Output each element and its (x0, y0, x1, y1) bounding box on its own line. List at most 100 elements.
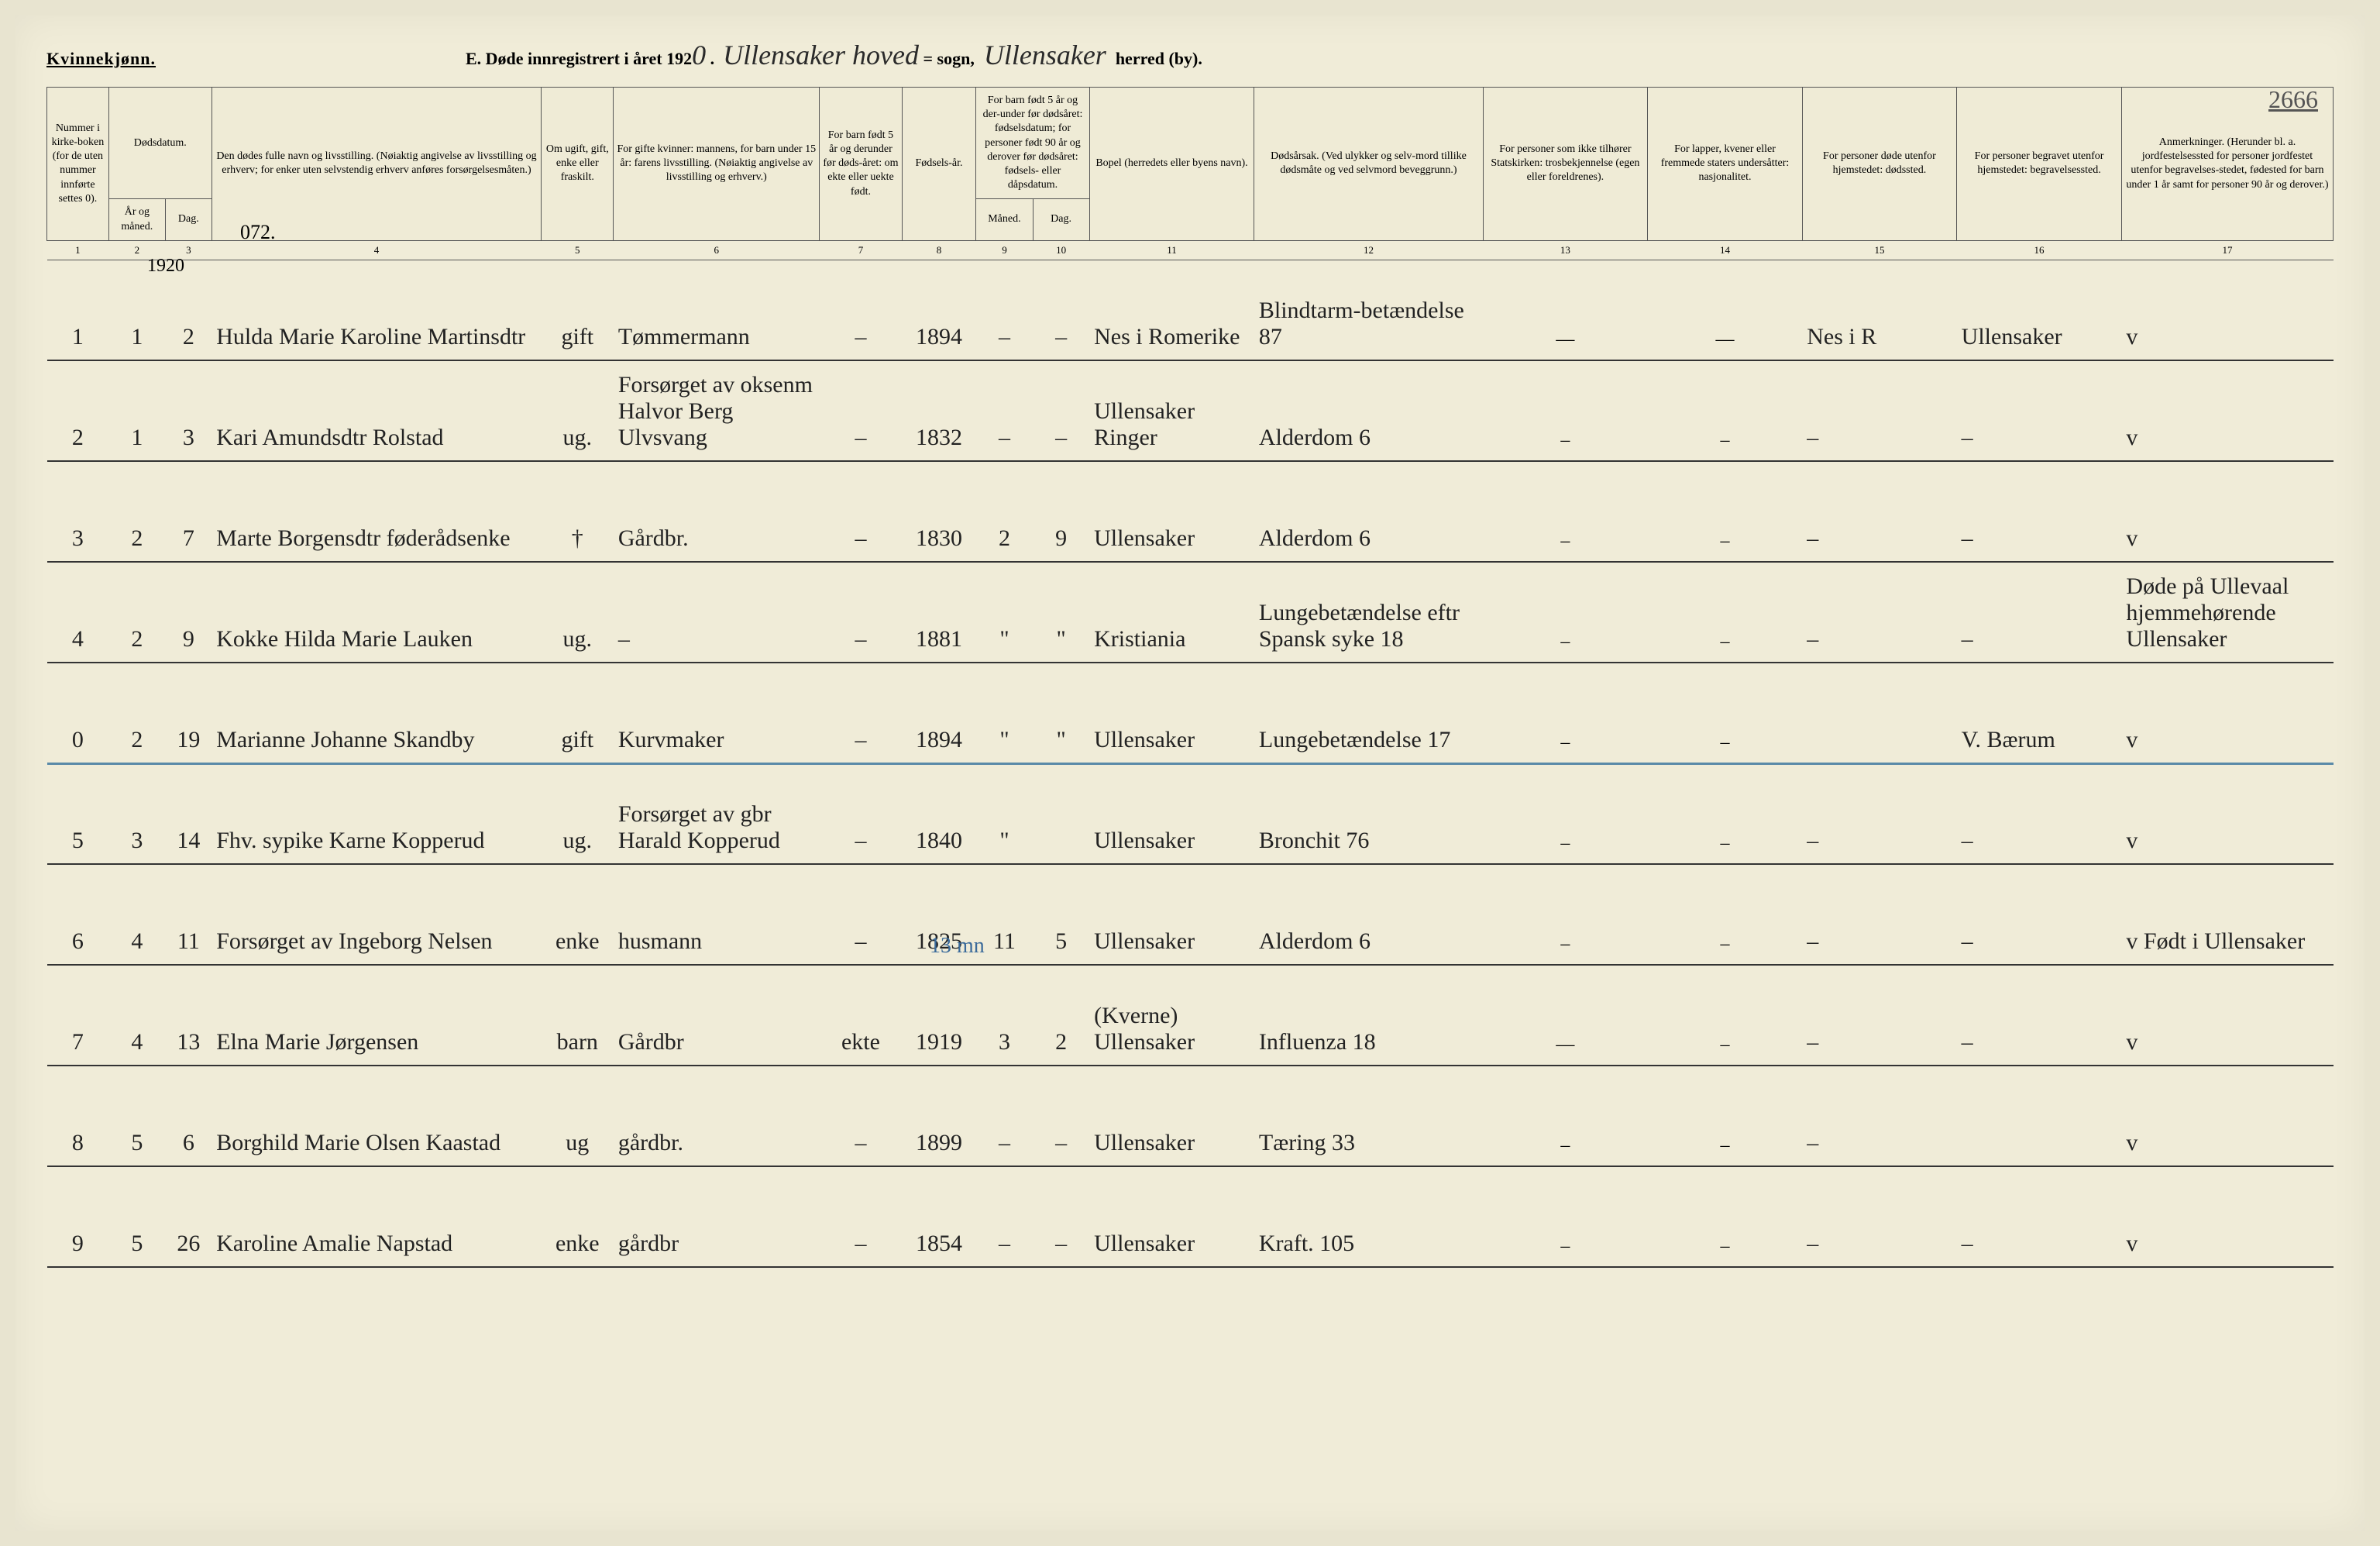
cell: 6 (47, 864, 109, 965)
cell: enke (542, 864, 614, 965)
col-14: For lapper, kvener eller fremmede stater… (1648, 88, 1802, 241)
col-2: År og måned. (108, 199, 165, 240)
cell: – (1483, 562, 1648, 663)
cell: – (1648, 461, 1802, 562)
cell: – (976, 360, 1033, 461)
cell: Tæring 33 (1254, 1066, 1483, 1166)
death-register-table: Nummer i kirke-boken (for de uten nummer… (46, 87, 2334, 1268)
cell: – (1483, 461, 1648, 562)
column-numbers-row: 1234567891011121314151617 (47, 240, 2334, 260)
table-row: 327Marte Borgensdtr føderådsenke†Gårdbr.… (47, 461, 2334, 562)
cell: Hulda Marie Karoline Martinsdtr (212, 260, 542, 360)
table-row: 112Hulda Marie Karoline MartinsdtrgiftTø… (47, 260, 2334, 360)
cell: 0 (47, 663, 109, 763)
cell: V. Bærum (1957, 663, 2122, 763)
cell: Ullensaker (1089, 864, 1254, 965)
cell: gårdbr. (614, 1066, 820, 1166)
cell: — (1483, 260, 1648, 360)
cell (1033, 763, 1089, 864)
column-number: 17 (2121, 240, 2333, 260)
cell: Blindtarm-betændelse 87 (1254, 260, 1483, 360)
cell: – (1483, 663, 1648, 763)
table-row: 5314Fhv. sypike Karne Kopperudug.Forsørg… (47, 763, 2334, 864)
cell: – (1802, 965, 1956, 1066)
cell: ekte (820, 965, 902, 1066)
cell: Alderdom 6 (1254, 864, 1483, 965)
cell: 2 (108, 461, 165, 562)
cell: barn (542, 965, 614, 1066)
cell: Ullensaker (1089, 461, 1254, 562)
cell: ug. (542, 562, 614, 663)
cell: Nes i R (1802, 260, 1956, 360)
cell: Ullensaker (1089, 1166, 1254, 1267)
column-number: 8 (902, 240, 976, 260)
cell: – (1483, 360, 1648, 461)
column-number: 6 (614, 240, 820, 260)
cell: v (2121, 360, 2333, 461)
cell: – (1802, 1166, 1956, 1267)
cell: 5 (108, 1066, 165, 1166)
cell: ug. (542, 360, 614, 461)
year-digit: 0 (692, 39, 706, 71)
cell: v (2121, 260, 2333, 360)
cell: – (976, 1166, 1033, 1267)
district-name: Ullensaker (984, 39, 1106, 71)
cell: – (1648, 562, 1802, 663)
cell: – (976, 1066, 1033, 1166)
table-row: 7413Elna Marie JørgensenbarnGårdbrekte19… (47, 965, 2334, 1066)
table-header: Nummer i kirke-boken (for de uten nummer… (47, 88, 2334, 241)
cell: 3 (47, 461, 109, 562)
table-row: 856Borghild Marie Olsen Kaastaduggårdbr.… (47, 1066, 2334, 1166)
cell: v (2121, 1066, 2333, 1166)
cell: 5 (1033, 864, 1089, 965)
cell: 5 (108, 1166, 165, 1267)
cell: Borghild Marie Olsen Kaastad (212, 1066, 542, 1166)
cell: 2 (108, 562, 165, 663)
column-number: 11 (1089, 240, 1254, 260)
table-body: 1234567891011121314151617 112Hulda Marie… (47, 240, 2334, 1267)
cell: " (1033, 562, 1089, 663)
cell: – (1802, 1066, 1956, 1166)
col-3: Dag. (165, 199, 212, 240)
table-row: 0219Marianne Johanne SkandbygiftKurvmake… (47, 663, 2334, 763)
cell: – (820, 763, 902, 864)
cell: – (1033, 260, 1089, 360)
cell: Alderdom 6 (1254, 360, 1483, 461)
cell: 2 (108, 663, 165, 763)
cell: Kraft. 105 (1254, 1166, 1483, 1267)
cell: Forsørget av gbr Harald Kopperud (614, 763, 820, 864)
cell: Karoline Amalie Napstad (212, 1166, 542, 1267)
cell: " (976, 763, 1033, 864)
col-8: Fødsels-år. (902, 88, 976, 241)
col-5: Om ugift, gift, enke eller fraskilt. (542, 88, 614, 241)
cell: 11 (976, 864, 1033, 965)
cell: – (1648, 965, 1802, 1066)
cell: 1881 (902, 562, 976, 663)
col-9: Måned. (976, 199, 1033, 240)
cell: Kokke Hilda Marie Lauken (212, 562, 542, 663)
cell: Ullensaker (1089, 1066, 1254, 1166)
cell: – (820, 1066, 902, 1166)
cell: Lungebetændelse 17 (1254, 663, 1483, 763)
cell: 19 (165, 663, 212, 763)
cell: – (820, 260, 902, 360)
cell: – (1957, 965, 2122, 1066)
column-number: 5 (542, 240, 614, 260)
cell: 1899 (902, 1066, 976, 1166)
cell: Elna Marie Jørgensen (212, 965, 542, 1066)
cell: 2 (976, 461, 1033, 562)
herred-label: herred (by). (1116, 49, 1202, 69)
column-number: 13 (1483, 240, 1648, 260)
cell: v (2121, 763, 2333, 864)
year-note: 1920 (147, 256, 184, 277)
blue-annotation: 13 mn (930, 934, 985, 959)
table-row: 213Kari Amundsdtr Rolstadug.Forsørget av… (47, 360, 2334, 461)
cell: – (820, 864, 902, 965)
cell: – (1483, 1066, 1648, 1166)
cell: 9 (47, 1166, 109, 1267)
cell: v (2121, 965, 2333, 1066)
table-row: 6411Forsørget av Ingeborg Nelsenenkehusm… (47, 864, 2334, 965)
cell: – (1648, 864, 1802, 965)
cell: – (1957, 864, 2122, 965)
cell: Tømmermann (614, 260, 820, 360)
